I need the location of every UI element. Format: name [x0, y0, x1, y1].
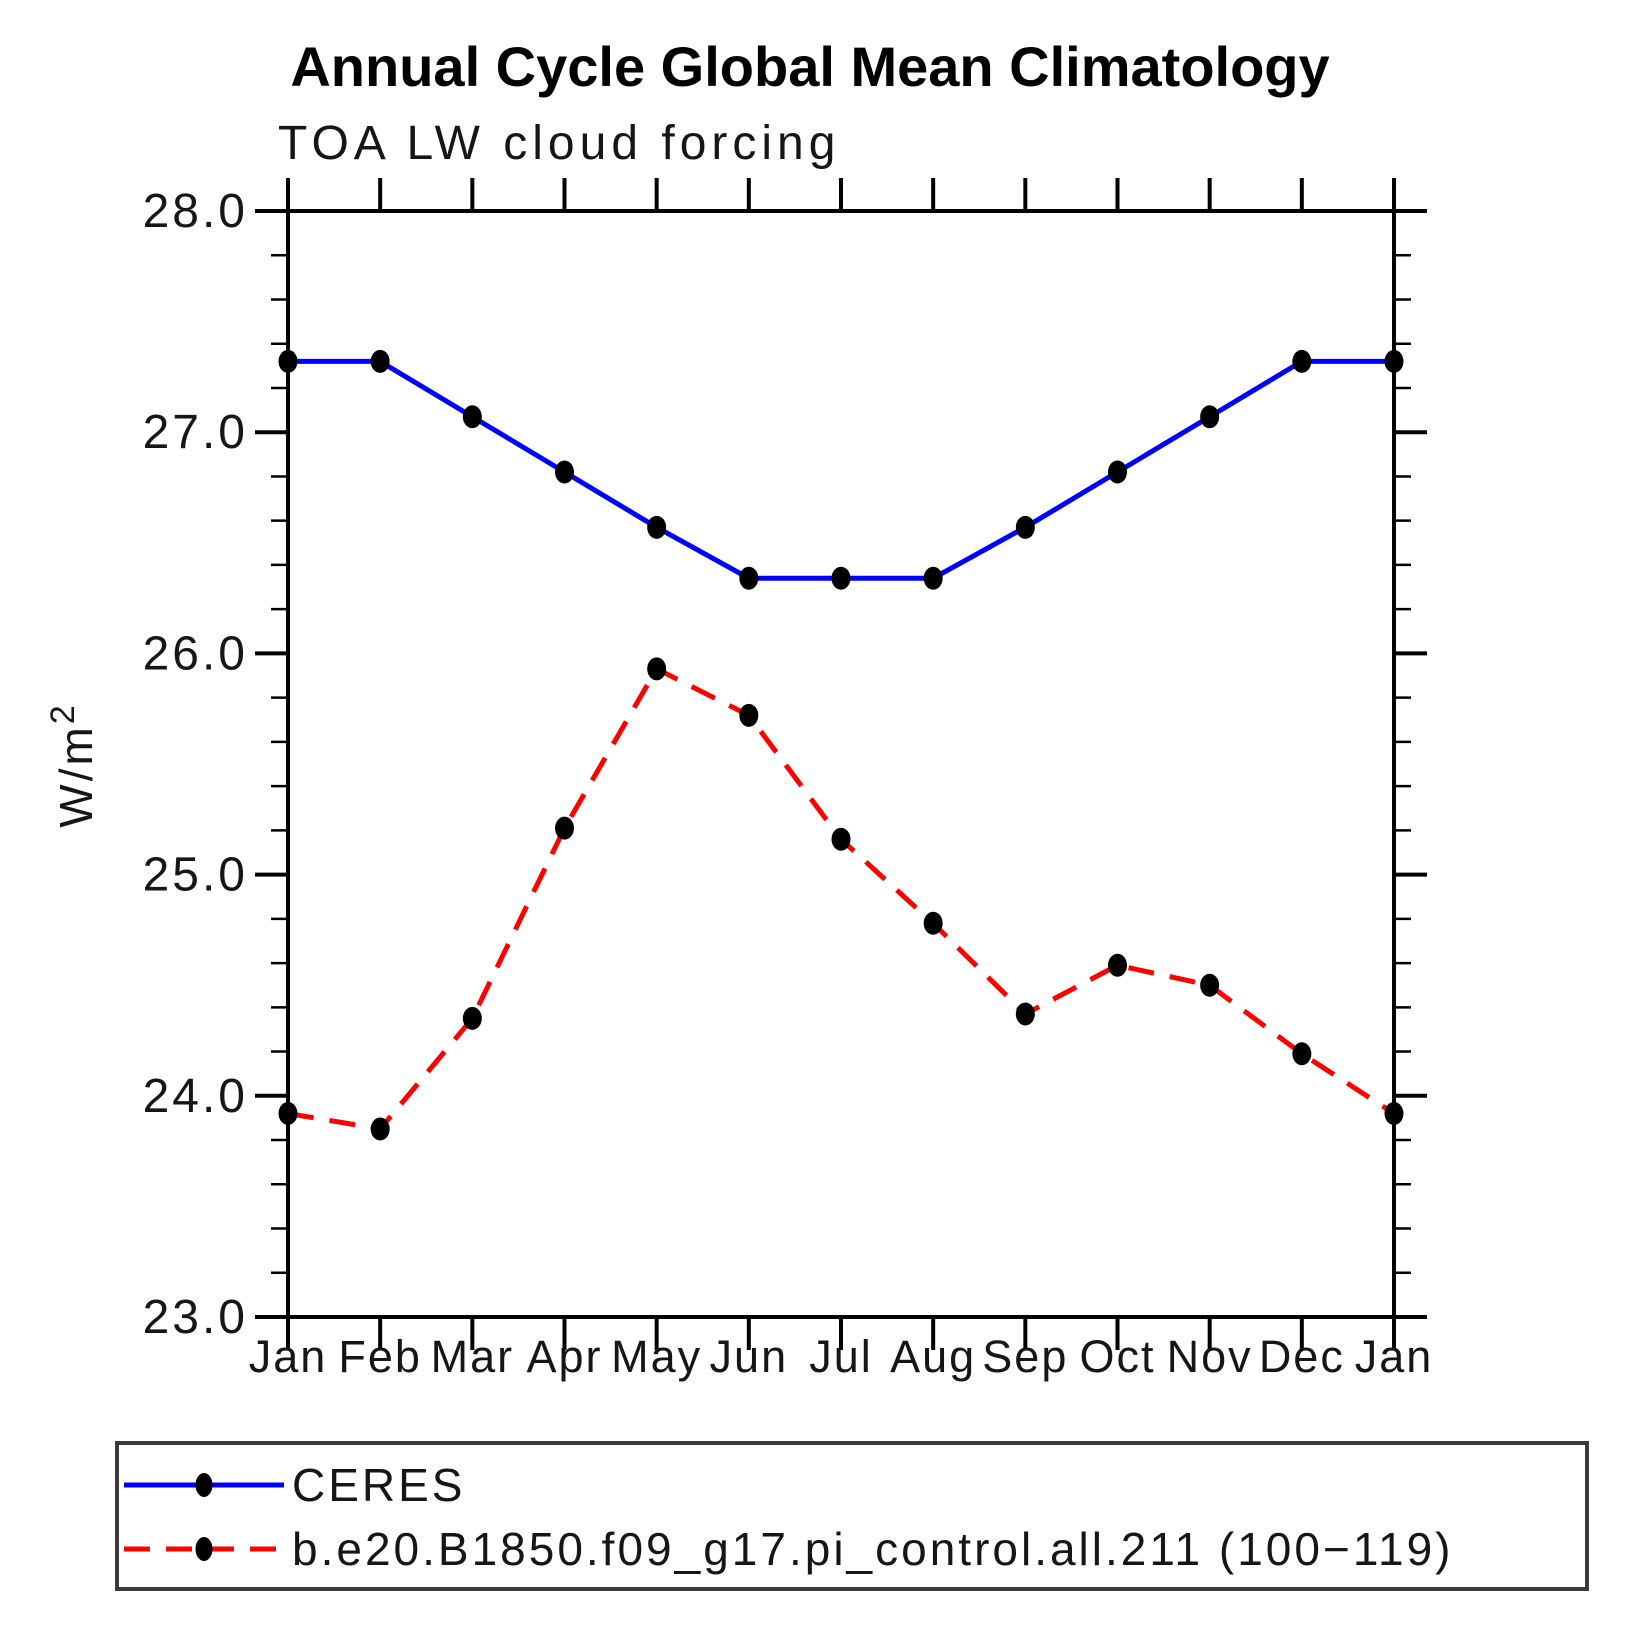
y-tick-labels: 23.0 24.0 25.0 26.0 27.0 28.0: [143, 185, 248, 1344]
model-marker: [831, 827, 851, 851]
x-tick-label: Jun: [710, 1331, 789, 1382]
ceres-marker: [923, 566, 943, 590]
x-tick-labels: Jan Feb Mar Apr May Jun Jul Aug Sep Oct Nov Dec Jan: [249, 1331, 1434, 1382]
ceres-marker: [1200, 405, 1220, 429]
data-series: [278, 349, 1404, 1141]
axis-ticks: [255, 178, 1427, 1350]
x-tick-label: Aug: [890, 1331, 976, 1382]
ceres-marker: [370, 349, 390, 373]
model-line: [287, 665, 1396, 1132]
chart-subtitle: TOA LW cloud forcing: [278, 117, 840, 170]
legend-label-ceres: CERES: [292, 1459, 465, 1511]
ceres-line: [288, 358, 1394, 581]
legend-ceres-marker: [195, 1473, 213, 1497]
model-marker: [1292, 1042, 1312, 1066]
y-axis-label: W/m2: [44, 702, 102, 827]
y-tick-label: 23.0: [143, 1291, 248, 1344]
y-tick-label: 25.0: [143, 849, 248, 902]
x-tick-label: Sep: [982, 1331, 1068, 1382]
legend-model-marker: [195, 1537, 213, 1561]
model-marker: [462, 1006, 482, 1030]
x-tick-label: Mar: [431, 1331, 515, 1382]
model-marker: [370, 1117, 390, 1141]
y-tick-label: 26.0: [143, 627, 248, 680]
ceres-marker: [1292, 349, 1312, 373]
ceres-marker: [1108, 460, 1127, 484]
ceres-marker: [555, 460, 574, 484]
y-tick-label: 24.0: [143, 1070, 248, 1123]
y-tick-label: 28.0: [143, 185, 248, 238]
x-tick-label: Jan: [1355, 1331, 1434, 1382]
ceres-marker: [831, 566, 851, 590]
ceres-marker: [462, 405, 482, 429]
chart-title: Annual Cycle Global Mean Climatology: [290, 35, 1329, 98]
model-marker: [1108, 953, 1127, 977]
y-axis-label-base: W/m: [50, 724, 102, 828]
x-tick-label: Oct: [1079, 1331, 1155, 1382]
model-marker: [739, 703, 759, 727]
ceres-marker: [739, 566, 759, 590]
legend-label-model: b.e20.B1850.f09_g17.pi_control.all.211 (…: [292, 1523, 1453, 1575]
x-tick-label: Jul: [809, 1331, 873, 1382]
y-tick-label: 27.0: [143, 406, 248, 459]
x-tick-label: May: [611, 1331, 702, 1382]
x-tick-label: Apr: [526, 1331, 602, 1382]
legend-box: [115, 1441, 1589, 1591]
model-marker: [1015, 1002, 1035, 1026]
model-marker: [555, 816, 574, 840]
legend-line-samples: [124, 1473, 284, 1561]
x-tick-label: Feb: [338, 1331, 422, 1382]
model-marker: [923, 911, 943, 935]
y-axis-label-exponent: 2: [44, 702, 82, 724]
legend: CERES b.e20.B1850.f09_g17.pi_control.all…: [115, 1441, 1589, 1591]
x-tick-label: Nov: [1167, 1331, 1253, 1382]
x-tick-label: Jan: [249, 1331, 328, 1382]
model-marker: [647, 657, 667, 681]
ceres-marker: [647, 515, 667, 539]
plot-border: [286, 209, 1396, 1319]
x-tick-label: Dec: [1259, 1331, 1345, 1382]
ceres-marker: [1015, 515, 1035, 539]
model-marker: [1200, 973, 1220, 997]
